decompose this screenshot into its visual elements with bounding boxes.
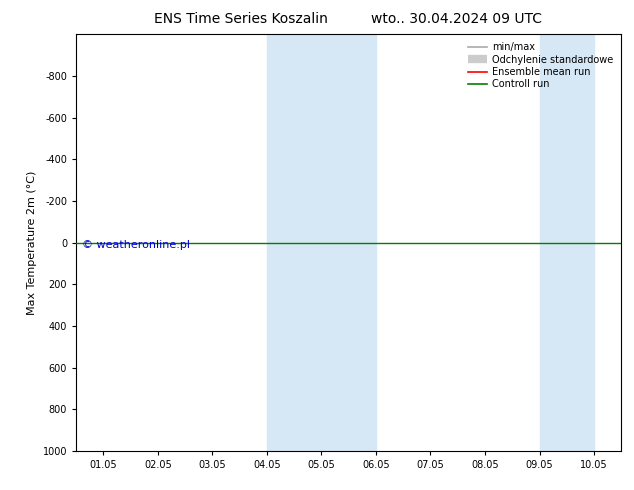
Legend: min/max, Odchylenie standardowe, Ensemble mean run, Controll run: min/max, Odchylenie standardowe, Ensembl… <box>465 39 616 92</box>
Y-axis label: Max Temperature 2m (°C): Max Temperature 2m (°C) <box>27 171 37 315</box>
Text: © weatheronline.pl: © weatheronline.pl <box>82 240 190 249</box>
Bar <box>321 34 376 451</box>
Text: ENS Time Series Koszalin: ENS Time Series Koszalin <box>154 12 328 26</box>
Bar <box>540 34 594 451</box>
Bar <box>267 34 321 451</box>
Text: wto.. 30.04.2024 09 UTC: wto.. 30.04.2024 09 UTC <box>371 12 542 26</box>
